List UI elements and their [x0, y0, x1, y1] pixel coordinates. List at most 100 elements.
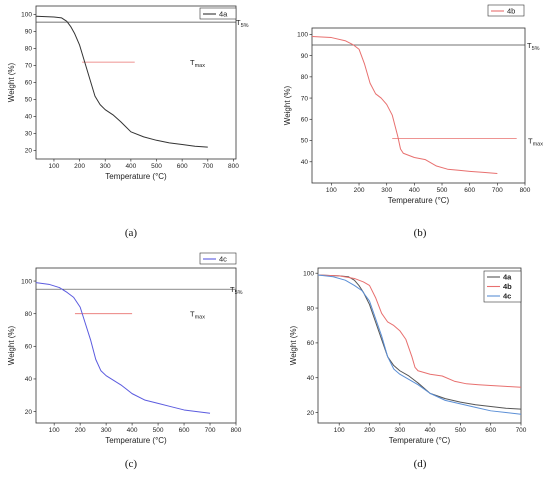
- legend-label-4b: 4b: [507, 7, 515, 16]
- tmax-label: Tmax: [528, 136, 543, 147]
- plot-frame: [35, 5, 237, 160]
- y-tick-label: 80: [301, 74, 309, 81]
- y-tick-label: 40: [25, 114, 33, 121]
- y-axis-label: Weight (%): [283, 85, 292, 125]
- t5-label: T5%: [236, 18, 249, 29]
- y-tick-label: 100: [21, 12, 32, 19]
- chart-panel-2: 100 200 300 400 500 600 700 800 40 50 60 70 80 90 100 T…: [283, 4, 543, 239]
- panel-caption: (d): [414, 458, 427, 470]
- x-tick-label: 400: [127, 427, 138, 434]
- x-tick-label: 100: [326, 187, 337, 194]
- x-tick-label: 100: [334, 427, 345, 434]
- legend-box: [199, 7, 237, 20]
- plot-frame: [317, 267, 522, 424]
- panel-caption: (c): [125, 458, 138, 470]
- panel-caption: (b): [414, 227, 427, 239]
- x-tick-label: 300: [394, 427, 405, 434]
- x-tick-label: 600: [179, 427, 190, 434]
- y-tick-label: 50: [301, 138, 309, 145]
- x-tick-label: 200: [74, 163, 85, 170]
- y-tick-label: 40: [301, 159, 309, 166]
- y-tick-label: 20: [307, 410, 315, 417]
- x-tick-label: 300: [100, 163, 111, 170]
- x-tick-label: 200: [354, 187, 365, 194]
- t5-label-sub: 5%: [532, 46, 540, 52]
- x-tick-label: 300: [381, 187, 392, 194]
- y-tick-label: 20: [25, 148, 33, 155]
- x-axis-label: Temperature (°C): [105, 172, 167, 181]
- y-tick-label: 40: [307, 375, 315, 382]
- x-tick-label: 400: [125, 163, 136, 170]
- y-tick-label: 60: [301, 117, 309, 124]
- y-tick-label: 100: [21, 278, 32, 285]
- x-tick-label: 700: [516, 427, 527, 434]
- t5-label-sub: 5%: [235, 290, 243, 296]
- y-tick-label: 90: [25, 29, 33, 36]
- y-tick-label: 100: [303, 270, 314, 277]
- tmax-label-sub: max: [533, 141, 544, 147]
- x-tick-label: 500: [151, 163, 162, 170]
- tmax-label-sub: max: [195, 63, 206, 69]
- y-tick-label: 70: [25, 63, 33, 70]
- x-axis-label: Temperature (°C): [389, 436, 451, 445]
- y-tick-label: 80: [25, 46, 33, 53]
- x-axis-label: Temperature (°C): [105, 436, 167, 445]
- x-tick-label: 200: [75, 427, 86, 434]
- chart-panel-3: 100 200 300 400 500 600 700 800 20 40 60 80 100 Tempe…: [7, 252, 243, 470]
- chart-panel-4: 100 200 300 400 500 600 700 20 40 60 80 100 Temperat…: [289, 267, 527, 470]
- legend-box: [487, 4, 525, 17]
- series-line-4b: [311, 35, 498, 174]
- legend-label-4a: 4a: [503, 273, 512, 282]
- series-line-4a: [317, 274, 522, 410]
- y-tick-label: 30: [25, 131, 33, 138]
- x-tick-label: 800: [231, 427, 242, 434]
- legend-label-4c: 4c: [503, 292, 511, 301]
- y-tick-label: 100: [297, 32, 308, 39]
- y-tick-label: 50: [25, 97, 33, 104]
- legend-label-4a: 4a: [219, 10, 228, 19]
- x-tick-label: 600: [485, 427, 496, 434]
- y-tick-label: 20: [25, 409, 33, 416]
- y-tick-label: 60: [25, 80, 33, 87]
- x-tick-label: 400: [409, 187, 420, 194]
- x-tick-label: 600: [464, 187, 475, 194]
- x-axis-label: Temperature (°C): [388, 196, 450, 205]
- legend-label-4c: 4c: [219, 255, 227, 264]
- y-tick-label: 90: [301, 53, 309, 60]
- y-tick-label: 60: [307, 340, 315, 347]
- t5-label-sub: 5%: [241, 23, 249, 29]
- x-tick-label: 700: [205, 427, 216, 434]
- legend-label-4b: 4b: [503, 282, 512, 291]
- series-line-4a: [35, 15, 208, 148]
- y-axis-label: Weight (%): [289, 325, 298, 365]
- y-tick-label: 40: [25, 376, 33, 383]
- x-tick-label: 300: [101, 427, 112, 434]
- x-tick-label: 100: [49, 163, 60, 170]
- x-tick-label: 700: [202, 163, 213, 170]
- y-tick-label: 80: [25, 311, 33, 318]
- x-tick-label: 400: [425, 427, 436, 434]
- tmax-label: Tmax: [190, 310, 205, 321]
- x-tick-label: 500: [437, 187, 448, 194]
- series-line-4c: [35, 282, 211, 414]
- tmax-label-sub: max: [195, 315, 206, 321]
- plot-frame: [35, 267, 237, 424]
- x-tick-label: 600: [177, 163, 188, 170]
- x-tick-label: 500: [153, 427, 164, 434]
- chart-panel-1: 100 200 300 400 500 600 700 800 20 30 40 50 60 70 80 90…: [7, 5, 249, 239]
- legend-box: [199, 252, 237, 265]
- t5-label: T5%: [527, 41, 540, 52]
- y-tick-label: 70: [301, 95, 309, 102]
- x-tick-label: 500: [455, 427, 466, 434]
- x-tick-label: 800: [520, 187, 531, 194]
- series-line-4c: [317, 274, 522, 415]
- x-tick-label: 700: [492, 187, 503, 194]
- plot-frame: [311, 27, 526, 184]
- y-axis-label: Weight (%): [7, 62, 16, 102]
- tmax-label: Tmax: [190, 58, 205, 69]
- y-tick-label: 60: [25, 344, 33, 351]
- x-tick-label: 100: [49, 427, 60, 434]
- t5-label: T5%: [230, 285, 243, 296]
- x-tick-label: 200: [364, 427, 375, 434]
